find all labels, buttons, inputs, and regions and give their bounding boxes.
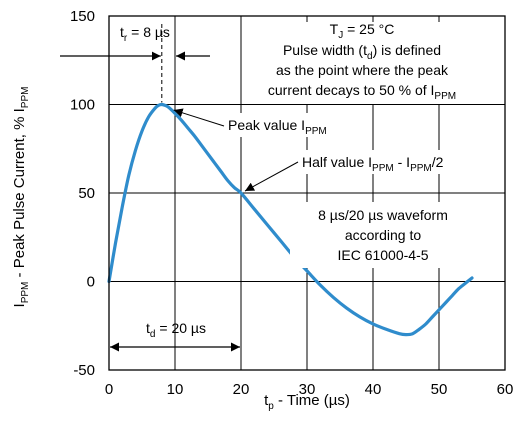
y-axis-label-subscript: PPM [20, 87, 31, 109]
x-tick-label: 10 [167, 381, 184, 398]
y-axis-label-subscript: PPM [20, 282, 31, 304]
x-tick-label: 0 [105, 381, 113, 398]
y-tick-label: -50 [73, 362, 95, 379]
pulse-width-note-line2: as the point where the peak [276, 62, 449, 78]
y-axis-label-text: - Peak Pulse Current, % I [11, 108, 28, 281]
waveform-note-line3: IEC 61000-4-5 [337, 247, 428, 263]
y-axis-label: IPPM - Peak Pulse Current, % IPPM [11, 87, 31, 308]
y-tick-label: 100 [70, 97, 95, 114]
x-tick-label: 50 [431, 381, 448, 398]
x-tick-label: 20 [233, 381, 250, 398]
x-tick-label: 40 [365, 381, 382, 398]
waveform-note-line2: according to [345, 227, 421, 243]
x-tick-label: 60 [497, 381, 513, 398]
waveform-note-line1: 8 µs/20 µs waveform [318, 207, 448, 223]
y-tick-label: 150 [70, 8, 95, 25]
half-value-leader-arrow [245, 162, 298, 191]
x-axis-label: tp - Time (µs) [264, 392, 350, 412]
y-tick-label: 50 [78, 185, 95, 202]
rise-time-label: tr = 8 µs [120, 24, 170, 44]
y-tick-label: 0 [87, 274, 95, 291]
duration-label: td = 20 µs [146, 320, 206, 340]
